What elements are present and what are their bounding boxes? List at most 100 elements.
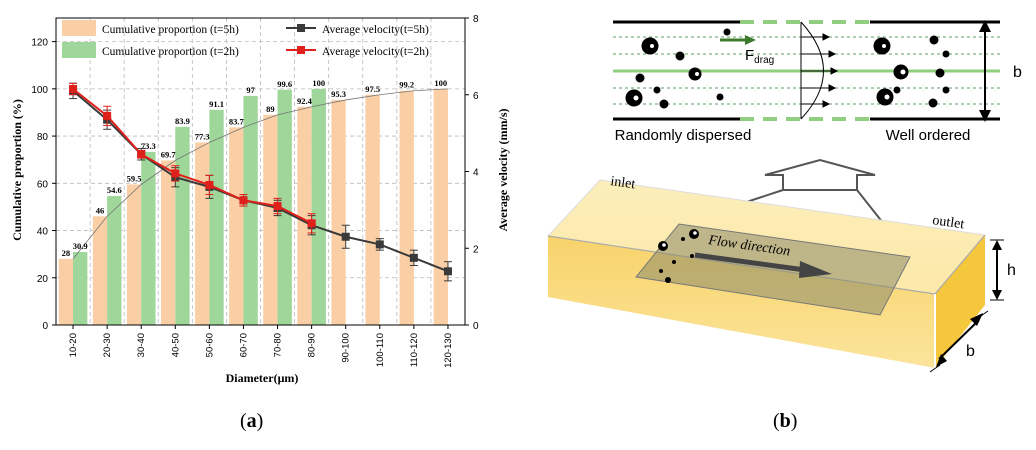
fdrag-label: Fdrag bbox=[745, 47, 774, 66]
x-tick-label: 110-120 bbox=[409, 333, 420, 367]
legend-marker bbox=[297, 46, 305, 54]
data-point bbox=[239, 196, 248, 205]
x-tick-label: 120-130 bbox=[443, 333, 454, 368]
bar-label: 77.3 bbox=[195, 131, 210, 141]
bar-label: 99.6 bbox=[277, 79, 292, 89]
y2-axis-title: Average velocity (mm/s) bbox=[496, 108, 510, 231]
h-dimension: h bbox=[1007, 262, 1016, 279]
data-point bbox=[69, 84, 78, 93]
bar bbox=[277, 89, 292, 325]
bar-label: 83.9 bbox=[175, 116, 190, 126]
b-dimension-top: b bbox=[1013, 64, 1022, 81]
y-tick-label: 100 bbox=[31, 85, 48, 96]
bar bbox=[399, 90, 414, 325]
x-tick-label: 10-20 bbox=[68, 333, 79, 357]
x-tick-label: 30-40 bbox=[136, 333, 147, 357]
x-tick-label: 20-30 bbox=[102, 333, 113, 357]
x-tick-label: 70-80 bbox=[273, 333, 284, 357]
bar-label: 100 bbox=[434, 78, 447, 88]
bar-label: 97.5 bbox=[365, 84, 380, 94]
bar bbox=[126, 184, 142, 325]
y-axis-title: Cumulative proportion (%) bbox=[10, 99, 24, 241]
data-point bbox=[341, 232, 350, 241]
bar bbox=[229, 127, 244, 325]
y-tick-label: 60 bbox=[37, 179, 49, 190]
legend-swatch bbox=[62, 42, 96, 58]
y2-tick-label: 4 bbox=[473, 168, 479, 179]
bar bbox=[141, 151, 156, 325]
fit-curve bbox=[72, 88, 448, 260]
bar bbox=[58, 258, 74, 325]
bar bbox=[73, 252, 88, 325]
well-ordered-label: Well ordered bbox=[886, 127, 971, 144]
randomly-dispersed-label: Randomly dispersed bbox=[615, 127, 752, 144]
bar-label: 89 bbox=[266, 104, 275, 114]
bar-label: 95.3 bbox=[331, 89, 346, 99]
caption-b: (b) bbox=[773, 410, 798, 432]
x-tick-label: 40-50 bbox=[170, 333, 181, 357]
data-point bbox=[443, 267, 452, 276]
velocity-line bbox=[72, 88, 313, 225]
data-point bbox=[171, 169, 180, 178]
legend-label: Average velocity(t=5h) bbox=[322, 24, 429, 36]
x-tick-label: 90-100 bbox=[341, 333, 352, 363]
bar-label: 73.3 bbox=[141, 141, 156, 151]
bar bbox=[160, 160, 176, 325]
bar-label: 97 bbox=[246, 85, 255, 95]
bar bbox=[263, 114, 278, 325]
legend-label: Cumulative proportion (t=5h) bbox=[102, 24, 239, 36]
y-tick-label: 40 bbox=[37, 227, 49, 238]
bar bbox=[243, 95, 258, 325]
data-point bbox=[409, 253, 418, 262]
dispersed-particles bbox=[625, 28, 950, 109]
legend-swatch bbox=[62, 20, 96, 36]
legend-label: Cumulative proportion (t=2h) bbox=[102, 46, 239, 58]
y2-tick-label: 6 bbox=[473, 91, 479, 102]
bar-label: 100 bbox=[312, 78, 325, 88]
data-point bbox=[375, 240, 384, 249]
data-point bbox=[273, 202, 282, 211]
bar-label: 92.4 bbox=[297, 96, 313, 106]
data-point bbox=[103, 111, 112, 120]
outlet-label: outlet bbox=[931, 213, 965, 232]
bar bbox=[297, 106, 312, 325]
bar bbox=[107, 196, 122, 325]
bar bbox=[331, 99, 346, 326]
bar-label: 59.5 bbox=[127, 173, 142, 183]
legend-marker bbox=[297, 24, 305, 32]
x-axis-title: Diameter(μm) bbox=[226, 371, 299, 385]
bar bbox=[365, 94, 380, 325]
inlet-label: inlet bbox=[609, 174, 636, 192]
bar-label: 30.9 bbox=[73, 241, 88, 251]
bar-label: 99.2 bbox=[399, 80, 414, 90]
y-tick-label: 80 bbox=[37, 132, 49, 143]
bar bbox=[311, 88, 326, 325]
bar-label: 91.1 bbox=[209, 99, 224, 109]
y-tick-label: 20 bbox=[37, 274, 49, 285]
bar-label: 83.7 bbox=[229, 116, 245, 126]
legend-label: Average velocity(t=2h) bbox=[322, 46, 429, 58]
x-tick-label: 100-110 bbox=[375, 333, 386, 367]
y2-tick-label: 0 bbox=[473, 321, 479, 332]
caption-a: (a) bbox=[240, 410, 264, 432]
bar bbox=[92, 216, 108, 325]
y2-tick-label: 2 bbox=[473, 244, 479, 255]
y2-tick-label: 8 bbox=[473, 14, 479, 25]
data-point bbox=[137, 150, 146, 159]
bar-label: 28 bbox=[62, 248, 71, 258]
bar-label: 54.6 bbox=[107, 185, 122, 195]
x-tick-label: 60-70 bbox=[238, 333, 249, 357]
data-point bbox=[307, 219, 316, 228]
x-tick-label: 50-60 bbox=[204, 333, 215, 357]
b-dimension-bottom: b bbox=[966, 343, 975, 360]
y-tick-label: 120 bbox=[31, 38, 48, 49]
bar-label: 46 bbox=[96, 205, 105, 215]
x-tick-label: 80-90 bbox=[307, 333, 318, 357]
bar bbox=[433, 88, 448, 325]
bar bbox=[209, 109, 224, 325]
y-tick-label: 0 bbox=[42, 321, 48, 332]
data-point bbox=[205, 180, 214, 189]
bar-label: 69.7 bbox=[161, 149, 177, 159]
